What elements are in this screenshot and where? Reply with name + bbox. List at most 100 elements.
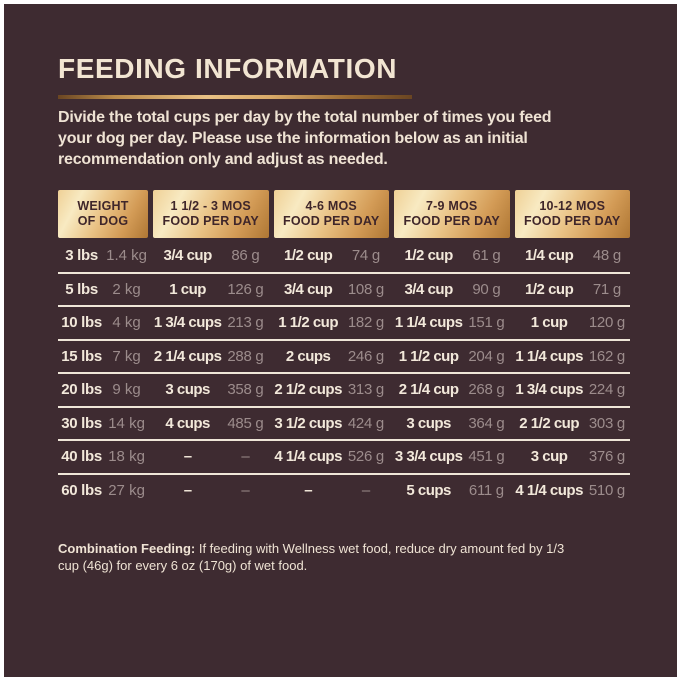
stage2-cell: 2 cups 246 g [274, 348, 390, 365]
grams-value: 224 g [588, 381, 625, 399]
grams-value: 86 g [231, 247, 260, 265]
grams-value: 126 g [227, 280, 264, 298]
grams-value: 74 g [351, 247, 380, 265]
cups-value: 1 1/2 cup [278, 314, 338, 332]
weight-kg-value: 9 kg [112, 381, 141, 399]
weight-lbs-value: 40 lbs [61, 448, 102, 466]
stage1-cell: 1 cup 126 g [153, 281, 269, 298]
label-panel: FEEDING INFORMATION Divide the total cup… [4, 4, 677, 677]
grams-value: – [361, 481, 370, 499]
cups-value: 3 cups [406, 414, 451, 432]
header-cell-stage-1: 1 1/2 - 3 MOS FOOD PER DAY [153, 190, 269, 238]
weight-kg-value: 4 kg [112, 314, 141, 332]
stage4-cell: 2 1/2 cup 303 g [515, 415, 631, 432]
cups-value: 1/4 cup [525, 247, 574, 265]
header-cell-stage-4: 10-12 MOS FOOD PER DAY [514, 190, 630, 238]
grams-value: 451 g [468, 448, 505, 466]
note-text: If feeding with Wellness wet food, reduc… [198, 541, 565, 556]
cups-value: 4 cups [165, 414, 210, 432]
table-header-row: WEIGHT OF DOG 1 1/2 - 3 MOS FOOD PER DAY… [58, 190, 630, 238]
weight-kg-value: 18 kg [108, 448, 145, 466]
grams-value: 120 g [588, 314, 625, 332]
grams-value: 90 g [472, 280, 501, 298]
weight-lbs-value: 10 lbs [61, 314, 102, 332]
intro-text: Divide the total cups per day by the tot… [58, 107, 552, 170]
stage4-cell: 4 1/4 cups 510 g [515, 482, 631, 499]
grams-value: 246 g [347, 347, 384, 365]
stage2-cell: – – [274, 482, 390, 499]
grams-value: 48 g [592, 247, 621, 265]
cups-value: 1 1/4 cups [515, 347, 583, 365]
cups-value: 1 1/4 cups [394, 314, 463, 332]
cups-value: 1 3/4 cups [515, 381, 583, 399]
intro-line: your dog per day. Please use the informa… [58, 130, 528, 147]
grams-value: 268 g [468, 381, 505, 399]
header-line: FOOD PER DAY [403, 214, 500, 228]
stage1-cell: 2 1/4 cups 288 g [153, 348, 269, 365]
cups-value: 5 cups [406, 481, 451, 499]
weight-lbs-value: 30 lbs [61, 414, 102, 432]
weight-lbs-value: 15 lbs [61, 347, 102, 365]
weight-lbs-value: 5 lbs [65, 280, 98, 298]
grams-value: 364 g [468, 414, 505, 432]
stage4-cell: 1/4 cup 48 g [515, 247, 631, 264]
cups-value: 1/2 cup [525, 280, 574, 298]
table-row: 15 lbs 7 kg 2 1/4 cups 288 g 2 cups 246 … [58, 341, 630, 374]
header-line: WEIGHT [77, 199, 129, 213]
weight-kg-value: 27 kg [108, 481, 145, 499]
grams-value: 611 g [468, 481, 504, 499]
header-line: 1 1/2 - 3 MOS [170, 199, 251, 213]
stage4-cell: 1 cup 120 g [515, 314, 631, 331]
weight-lbs-value: 20 lbs [61, 381, 102, 399]
weight-kg-value: 7 kg [112, 347, 141, 365]
intro-line: Divide the total cups per day by the tot… [58, 109, 552, 126]
header-cell-weight: WEIGHT OF DOG [58, 190, 148, 238]
cups-value: 2 cups [285, 347, 331, 365]
table-row: 30 lbs 14 kg 4 cups 485 g 3 1/2 cups 424… [58, 408, 631, 441]
header-cell-stage-2: 4-6 MOS FOOD PER DAY [273, 190, 389, 238]
grams-value: 376 g [588, 448, 625, 466]
table-body: 3 lbs 1.4 kg 3/4 cup 86 g 1/2 cup 74 g 1… [58, 240, 630, 506]
stage2-cell: 4 1/4 cups 526 g [274, 448, 390, 465]
header-line: FOOD PER DAY [524, 214, 621, 228]
weight-cell: 20 lbs 9 kg [58, 381, 148, 398]
header-line: FOOD PER DAY [283, 214, 380, 228]
cups-value: 1 1/2 cup [398, 347, 459, 365]
grams-value: 288 g [227, 347, 264, 365]
grams-value: 303 g [588, 414, 625, 432]
grams-value: 510 g [588, 481, 625, 499]
stage4-cell: 1 3/4 cups 224 g [515, 381, 631, 398]
header-line: OF DOG [77, 214, 129, 228]
cups-value: 1/2 cup [404, 247, 454, 265]
cups-value: 3 cups [165, 381, 210, 399]
cups-value: 2 1/2 cups [274, 381, 342, 399]
cups-value: 2 1/2 cup [519, 414, 579, 432]
page-title: FEEDING INFORMATION [58, 53, 398, 84]
weight-cell: 15 lbs 7 kg [58, 348, 148, 365]
header-line: 4-6 MOS [305, 199, 357, 213]
grams-value: 204 g [468, 347, 505, 365]
grams-value: 485 g [227, 414, 264, 432]
stage2-cell: 2 1/2 cups 313 g [274, 381, 390, 398]
stage1-cell: 4 cups 485 g [153, 415, 269, 432]
weight-cell: 5 lbs 2 kg [58, 281, 148, 298]
stage2-cell: 3/4 cup 108 g [274, 281, 390, 298]
stage3-cell: 5 cups 611 g [394, 482, 510, 499]
cups-value: – [304, 481, 313, 499]
cups-value: 4 1/4 cups [274, 448, 342, 466]
combination-feeding-note: Combination Feeding: If feeding with Wel… [58, 540, 564, 574]
table-row: 20 lbs 9 kg 3 cups 358 g 2 1/2 cups 313 … [58, 374, 630, 408]
grams-value: 313 g [347, 381, 384, 399]
stage3-cell: 3 cups 364 g [394, 415, 510, 432]
feeding-table: WEIGHT OF DOG 1 1/2 - 3 MOS FOOD PER DAY… [58, 190, 630, 506]
grams-value: 424 g [347, 414, 384, 432]
cups-value: 1 3/4 cups [153, 314, 222, 332]
grams-value: 213 g [227, 314, 264, 332]
table-row: 5 lbs 2 kg 1 cup 126 g 3/4 cup 108 g 3/4… [58, 274, 630, 307]
cups-value: 3 cup [530, 448, 568, 466]
stage1-cell: 3 cups 358 g [153, 381, 269, 398]
title-underline [58, 95, 412, 99]
table-row: 3 lbs 1.4 kg 3/4 cup 86 g 1/2 cup 74 g 1… [58, 240, 630, 274]
weight-kg-value: 1.4 kg [106, 247, 147, 265]
stage3-cell: 3 3/4 cups 451 g [394, 448, 510, 465]
